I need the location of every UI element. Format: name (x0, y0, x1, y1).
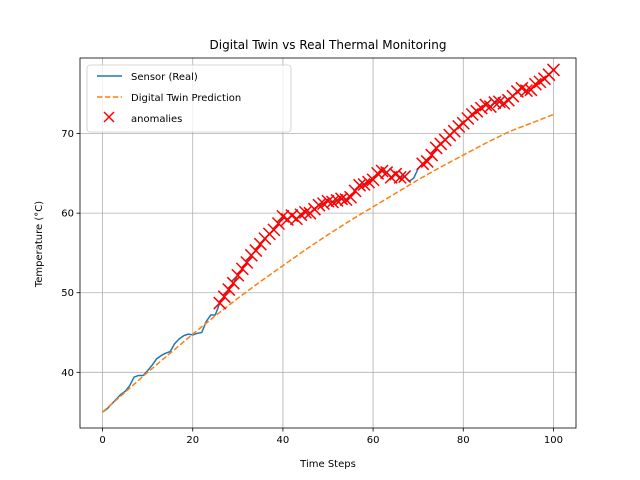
anomaly-marker (271, 216, 285, 231)
anomaly-marker (528, 77, 542, 91)
ticks: 0 20 40 60 80 100 40 50 60 70 (61, 129, 563, 446)
anomaly-marker (344, 190, 358, 204)
anomaly-marker (357, 177, 371, 192)
legend: Sensor (Real) Digital Twin Prediction an… (86, 64, 292, 133)
anomaly-marker (312, 198, 326, 212)
legend-anomaly-marker (103, 111, 115, 123)
legend-anomaly-label: anomalies (131, 114, 182, 125)
legend-twin-label: Digital Twin Prediction (131, 93, 241, 104)
anomaly-marker (519, 84, 533, 98)
anomaly-marker (398, 170, 412, 184)
anomaly-marker (240, 255, 254, 270)
anomaly-marker (348, 184, 362, 198)
chart-title: Digital Twin vs Real Thermal Monitoring (210, 38, 447, 52)
x-tick-label: 20 (186, 435, 199, 446)
legend-sensor-label: Sensor (Real) (131, 72, 198, 83)
anomaly-marker (375, 164, 389, 178)
x-tick-label: 80 (457, 435, 470, 446)
y-tick-label: 70 (61, 129, 74, 140)
anomaly-marker (253, 237, 267, 251)
anomaly-marker (222, 283, 236, 297)
x-tick-label: 40 (277, 435, 290, 446)
y-tick-label: 60 (61, 209, 74, 220)
x-tick-label: 0 (99, 435, 105, 446)
anomaly-marker (325, 195, 340, 209)
legend-box (86, 64, 292, 133)
anomaly-marker (213, 296, 227, 310)
y-tick-label: 50 (61, 288, 74, 299)
y-axis-label: Temperature (°C) (34, 201, 45, 288)
anomaly-marker (393, 170, 407, 184)
anomaly-marker (524, 83, 538, 97)
anomaly-marker (420, 154, 434, 168)
anomaly-marker (249, 244, 263, 258)
y-tick-label: 40 (61, 368, 74, 379)
anomaly-marker (546, 63, 560, 77)
anomaly-marker (353, 178, 367, 192)
x-tick-label: 100 (544, 435, 563, 446)
x-tick-label: 60 (367, 435, 380, 446)
anomaly-marker (425, 148, 439, 162)
anomaly-marker (226, 276, 240, 290)
anomaly-marker (298, 205, 312, 219)
anomaly-layer (213, 63, 560, 310)
anomaly-marker (235, 262, 249, 276)
digital-twin-prediction-line (102, 113, 554, 413)
anomaly-marker (479, 98, 493, 112)
plot-frame (79, 57, 577, 429)
anomaly-marker (267, 223, 281, 237)
anomaly-marker (217, 290, 231, 304)
anomaly-marker (231, 268, 245, 282)
x-axis-label: Time Steps (299, 459, 356, 470)
